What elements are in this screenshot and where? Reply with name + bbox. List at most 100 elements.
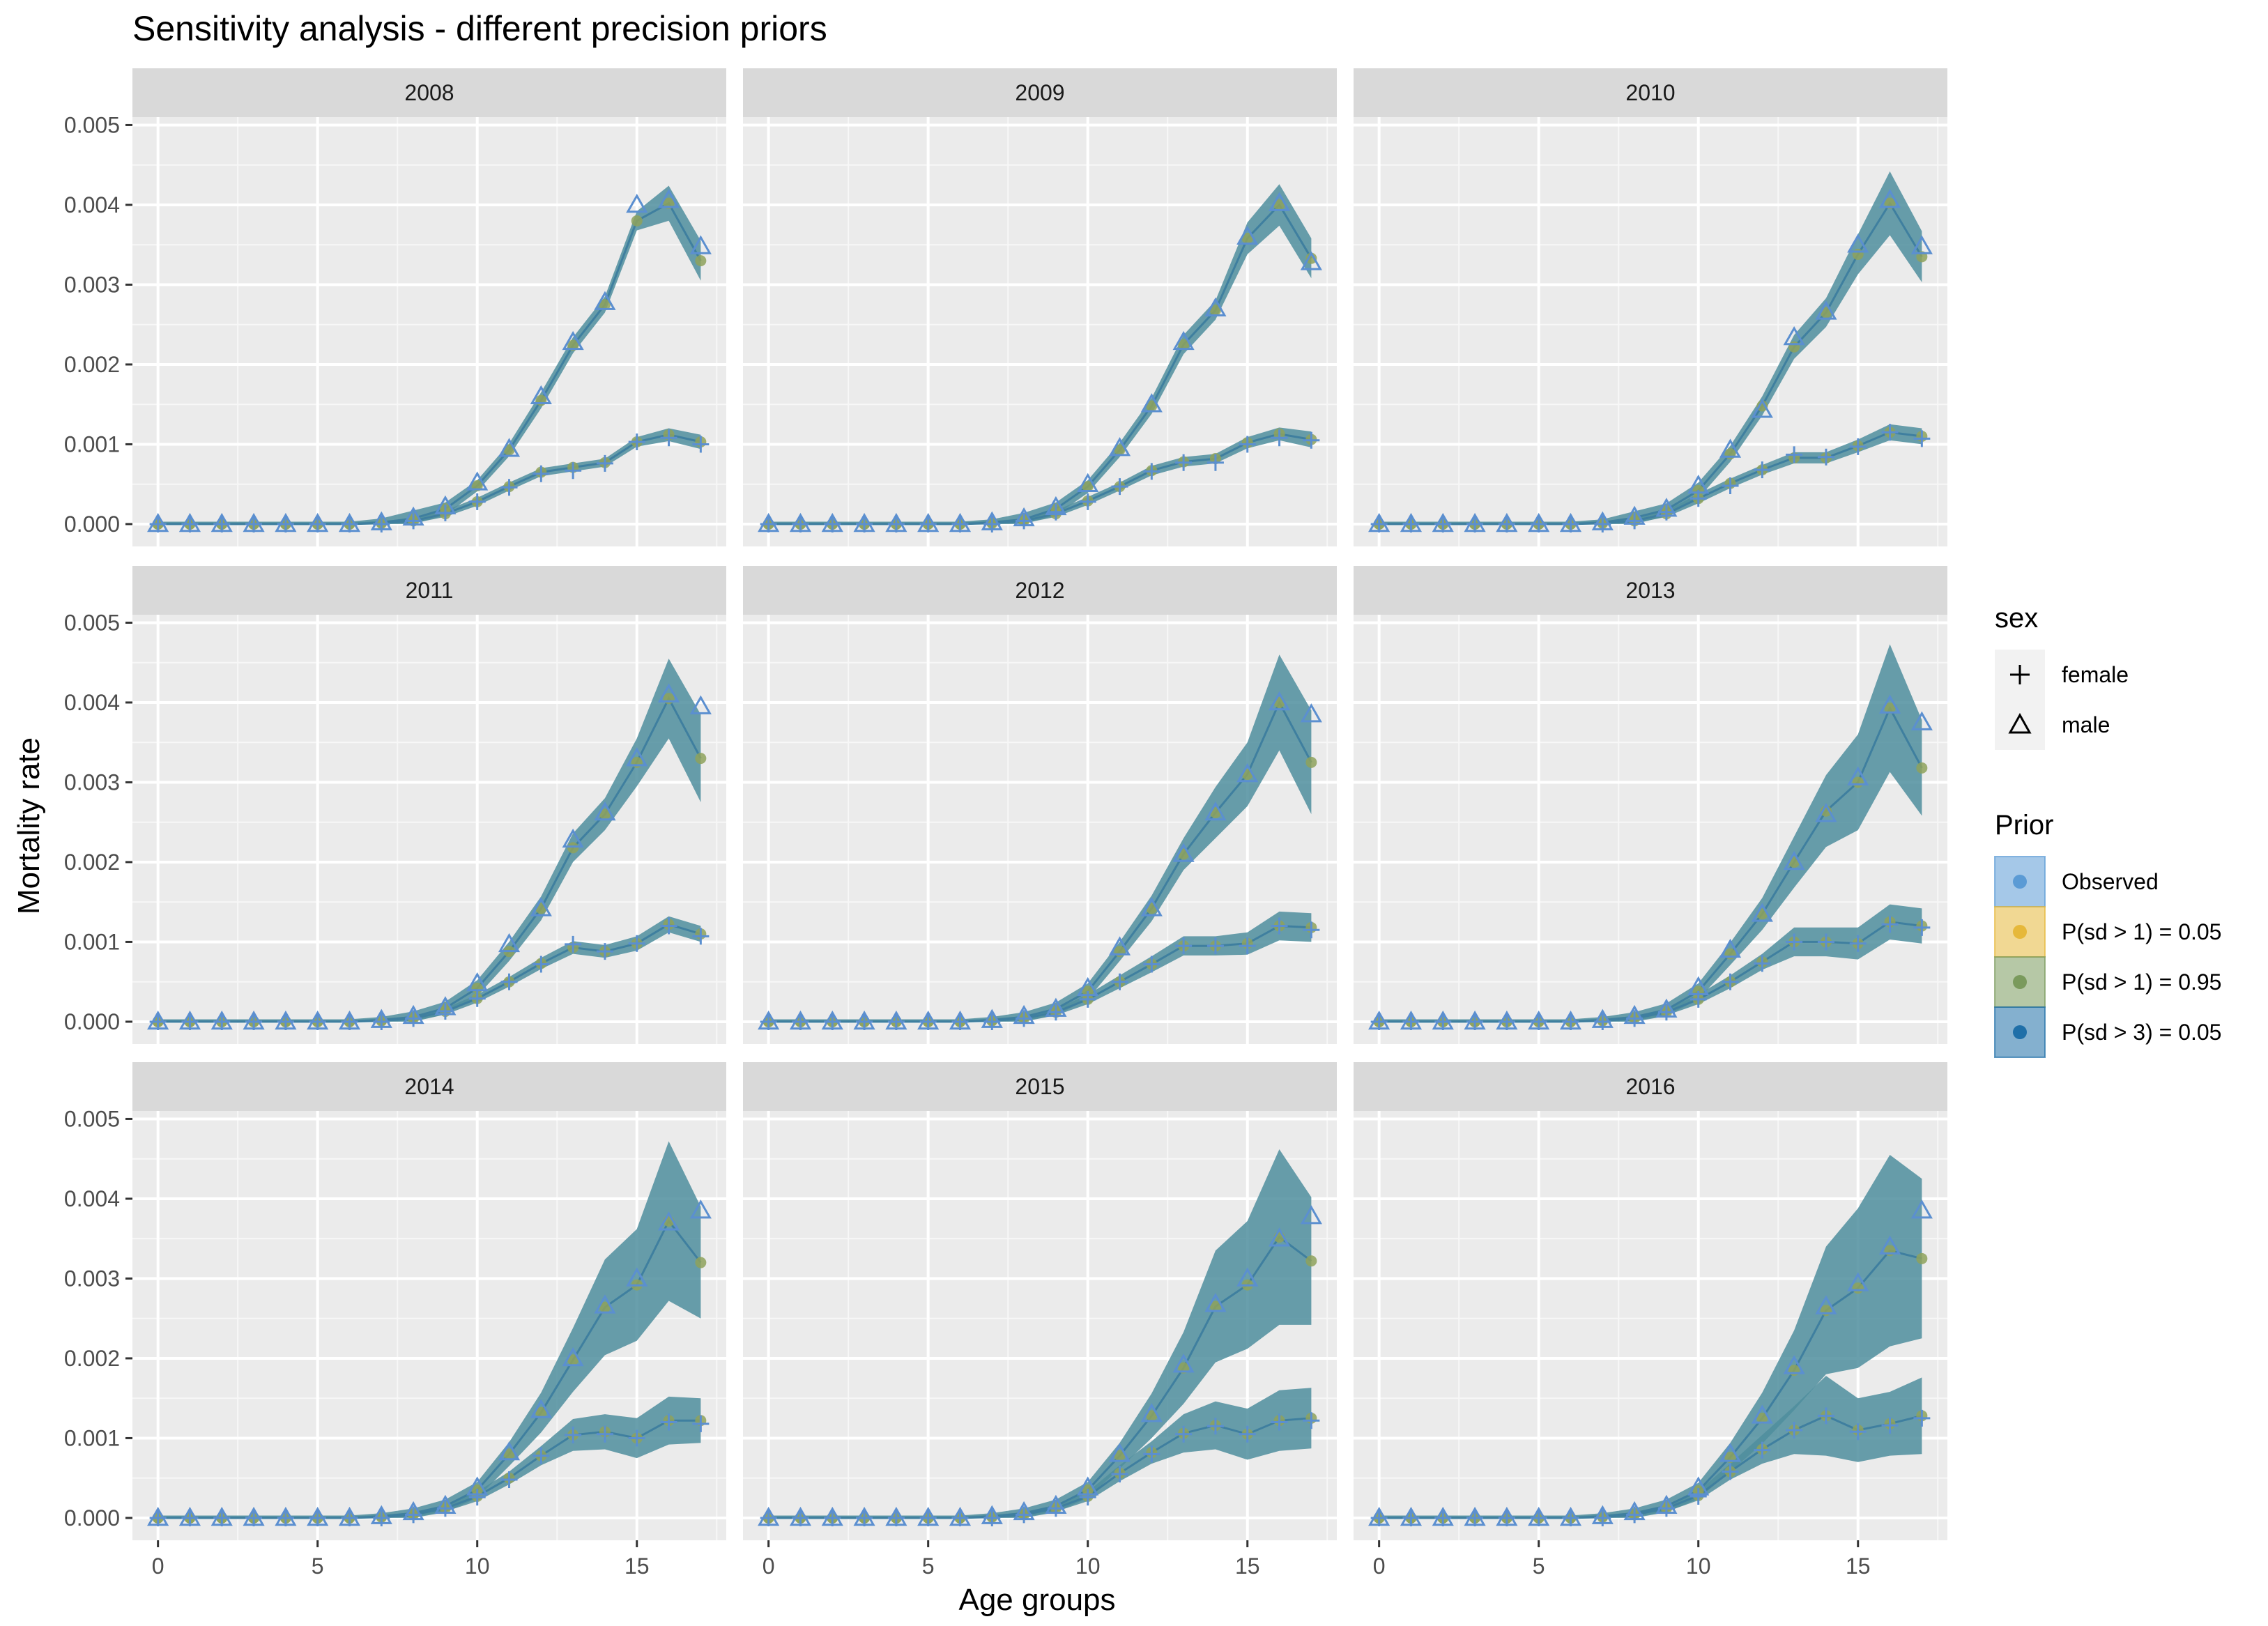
observed-female-plus: [565, 1426, 582, 1443]
estimate-point-male: [1884, 1245, 1896, 1257]
observed-male-triangle: [1140, 897, 1163, 916]
y-axis-label: Mortality rate: [12, 737, 46, 914]
estimate-point-male: [631, 215, 643, 227]
observed-female-plus: [951, 1013, 969, 1030]
observed-female-plus: [245, 515, 263, 532]
estimate-point-male: [599, 1301, 611, 1313]
panel-2014: 2014 0.000 0.001 0.002 0.003 0.004 0.005 0 5 10 15: [64, 1062, 726, 1579]
observed-female-plus: [1079, 1489, 1096, 1506]
panel-strip-label: 2012: [1015, 578, 1064, 603]
observed-female-plus: [692, 1415, 710, 1432]
observed-female-plus: [1562, 515, 1579, 532]
panel-strip: [743, 1062, 1337, 1111]
observed-female-plus: [1657, 503, 1675, 521]
observed-female-plus: [341, 1013, 358, 1030]
observed-male-triangle: [1878, 1235, 1901, 1255]
estimate-point-male: [1114, 946, 1126, 958]
observed-male-triangle: [498, 933, 521, 953]
observed-female-plus: [149, 1013, 167, 1030]
observed-female-plus: [824, 1013, 841, 1030]
band-female: [158, 428, 701, 524]
band-female: [1379, 1376, 1922, 1518]
observed-female-plus: [1786, 446, 1803, 463]
y-tick-label: 0.004: [64, 192, 120, 217]
observed-female-plus: [983, 1509, 1001, 1526]
observed-female-plus: [1175, 1425, 1193, 1443]
panel-background: [1354, 117, 1947, 546]
observed-female-plus: [1689, 990, 1707, 1008]
observed-female-plus: [887, 515, 905, 532]
observed-female-plus: [468, 1489, 486, 1506]
observed-male-triangle: [1300, 1205, 1322, 1225]
observed-female-plus: [532, 956, 550, 973]
estimate-point-male: [1305, 252, 1317, 264]
legend-prior-dot: [2013, 1025, 2027, 1039]
observed-female-plus: [500, 973, 518, 990]
observed-female-plus: [1849, 935, 1867, 952]
estimate-point-male: [1788, 1365, 1800, 1376]
observed-male-triangle: [1236, 225, 1259, 245]
observed-female-plus: [1239, 937, 1256, 955]
observed-male-triangle: [1108, 936, 1131, 956]
y-tick-label: 0.004: [64, 1186, 120, 1211]
observed-male-triangle: [1172, 330, 1195, 351]
observed-female-plus: [1111, 973, 1128, 990]
legend-prior-dot: [2013, 875, 2027, 889]
legend-prior-title: Prior: [1995, 810, 2053, 841]
legend-sex-label: female: [2062, 662, 2129, 687]
panel-2012: 2012: [743, 566, 1337, 1044]
observed-female-plus: [983, 515, 1001, 532]
observed-male-triangle: [594, 291, 616, 310]
observed-female-plus: [1466, 1509, 1484, 1526]
panel-strip: [132, 1062, 726, 1111]
observed-female-plus: [760, 1509, 777, 1526]
x-tick-label: 5: [312, 1554, 324, 1579]
estimate-point-male: [1820, 307, 1832, 319]
observed-female-plus: [149, 515, 167, 532]
estimate-point-male: [535, 394, 547, 406]
observed-female-plus: [1466, 515, 1484, 532]
observed-male-triangle: [1172, 1353, 1195, 1373]
legend-prior-label: Observed: [2062, 869, 2159, 894]
observed-female-plus: [309, 1013, 326, 1030]
observed-female-plus: [856, 515, 873, 532]
observed-male-triangle: [594, 801, 616, 821]
observed-male-triangle: [626, 193, 648, 213]
observed-female-plus: [277, 1013, 294, 1030]
observed-female-plus: [760, 1013, 777, 1030]
observed-male-triangle: [1204, 1293, 1227, 1312]
observed-female-plus: [1498, 1509, 1515, 1526]
observed-female-plus: [1370, 515, 1388, 532]
panel-strip: [1354, 68, 1947, 117]
observed-female-plus: [341, 515, 358, 532]
legend-triangle-icon: [2008, 712, 2032, 734]
observed-female-plus: [692, 928, 710, 945]
observed-female-plus: [1466, 1013, 1484, 1030]
observed-female-plus: [1754, 955, 1771, 972]
observed-female-plus: [1913, 430, 1931, 447]
observed-female-plus: [565, 935, 582, 953]
observed-male-triangle: [1910, 235, 1933, 254]
observed-female-plus: [1434, 1013, 1452, 1030]
observed-female-plus: [1143, 956, 1160, 973]
legend-sex-title: sex: [1995, 603, 2038, 634]
observed-male-triangle: [1077, 473, 1099, 492]
observed-male-triangle: [1751, 399, 1773, 418]
observed-female-plus: [373, 1013, 390, 1030]
observed-female-plus: [919, 1509, 937, 1526]
observed-female-plus: [692, 436, 710, 453]
observed-female-plus: [181, 1013, 199, 1030]
observed-male-triangle: [1204, 801, 1227, 821]
estimate-point-male: [567, 842, 579, 854]
observed-female-plus: [1175, 454, 1193, 471]
observed-male-triangle: [1815, 1295, 1837, 1314]
legend-prior-dot: [2013, 925, 2027, 939]
observed-female-plus: [1722, 1463, 1739, 1480]
observed-male-triangle: [530, 385, 552, 404]
observed-female-plus: [628, 434, 645, 451]
band-female: [158, 1396, 701, 1518]
observed-female-plus: [500, 1471, 518, 1488]
estimate-point-male: [503, 1448, 515, 1460]
observed-male-triangle: [562, 1347, 584, 1367]
observed-male-triangle: [1204, 297, 1227, 317]
